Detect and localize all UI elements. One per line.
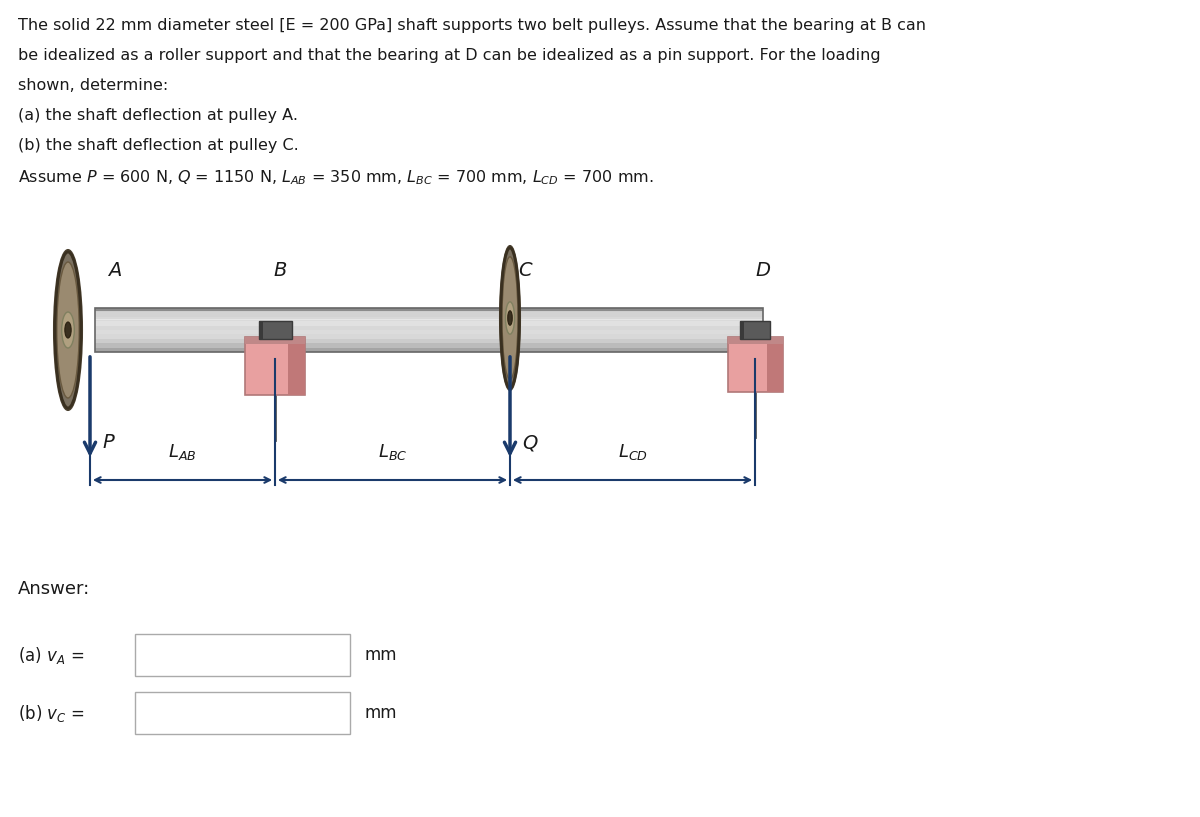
Ellipse shape — [65, 322, 71, 338]
Bar — [95, 319, 763, 326]
Text: Q: Q — [522, 433, 538, 452]
Bar — [95, 326, 763, 330]
Text: $L_{BC}$: $L_{BC}$ — [378, 442, 407, 462]
Bar — [245, 337, 305, 395]
Ellipse shape — [505, 301, 515, 334]
Bar — [740, 321, 744, 339]
Ellipse shape — [500, 246, 520, 390]
Text: P: P — [102, 433, 114, 452]
Bar — [95, 321, 763, 326]
Ellipse shape — [502, 257, 518, 379]
Bar — [95, 347, 763, 352]
Text: mm: mm — [365, 704, 397, 722]
Bar — [767, 337, 782, 392]
Bar — [258, 321, 292, 339]
Text: The solid 22 mm diameter steel [E = 200 GPa] shaft supports two belt pulleys. As: The solid 22 mm diameter steel [E = 200 … — [18, 18, 926, 33]
Text: be idealized as a roller support and that the bearing at D can be idealized as a: be idealized as a roller support and tha… — [18, 48, 881, 63]
Bar — [95, 343, 763, 347]
Text: B: B — [274, 261, 287, 280]
Bar — [95, 317, 763, 321]
Bar — [95, 308, 763, 312]
Bar — [95, 311, 763, 320]
Bar — [258, 321, 264, 339]
Bar — [727, 337, 782, 344]
Text: A: A — [108, 261, 121, 280]
Text: $L_{AB}$: $L_{AB}$ — [168, 442, 197, 462]
Bar — [95, 330, 763, 334]
Text: mm: mm — [365, 646, 397, 664]
Text: D: D — [756, 261, 770, 280]
Ellipse shape — [61, 312, 74, 348]
Bar — [134, 692, 350, 734]
Text: C: C — [518, 261, 532, 280]
Bar — [245, 337, 305, 344]
Ellipse shape — [54, 250, 82, 410]
Ellipse shape — [508, 310, 512, 325]
Text: (a) $v_A$ =: (a) $v_A$ = — [18, 645, 84, 666]
Text: (b) $v_C$ =: (b) $v_C$ = — [18, 703, 85, 724]
Bar — [134, 634, 350, 676]
Bar — [727, 337, 782, 392]
Text: shown, determine:: shown, determine: — [18, 78, 168, 93]
Bar — [95, 339, 763, 343]
Bar — [740, 321, 770, 339]
Text: Assume $P$ = 600 N, $Q$ = 1150 N, $L_{AB}$ = 350 mm, $L_{BC}$ = 700 mm, $L_{CD}$: Assume $P$ = 600 N, $Q$ = 1150 N, $L_{AB… — [18, 168, 654, 187]
Bar — [95, 308, 763, 352]
Bar — [95, 312, 763, 317]
Text: (b) the shaft deflection at pulley C.: (b) the shaft deflection at pulley C. — [18, 138, 299, 153]
Text: (a) the shaft deflection at pulley A.: (a) the shaft deflection at pulley A. — [18, 108, 298, 123]
Bar — [288, 337, 305, 395]
Bar — [95, 334, 763, 339]
Ellipse shape — [56, 262, 79, 398]
Bar — [95, 308, 763, 352]
Text: Answer:: Answer: — [18, 580, 90, 598]
Text: $L_{CD}$: $L_{CD}$ — [618, 442, 648, 462]
